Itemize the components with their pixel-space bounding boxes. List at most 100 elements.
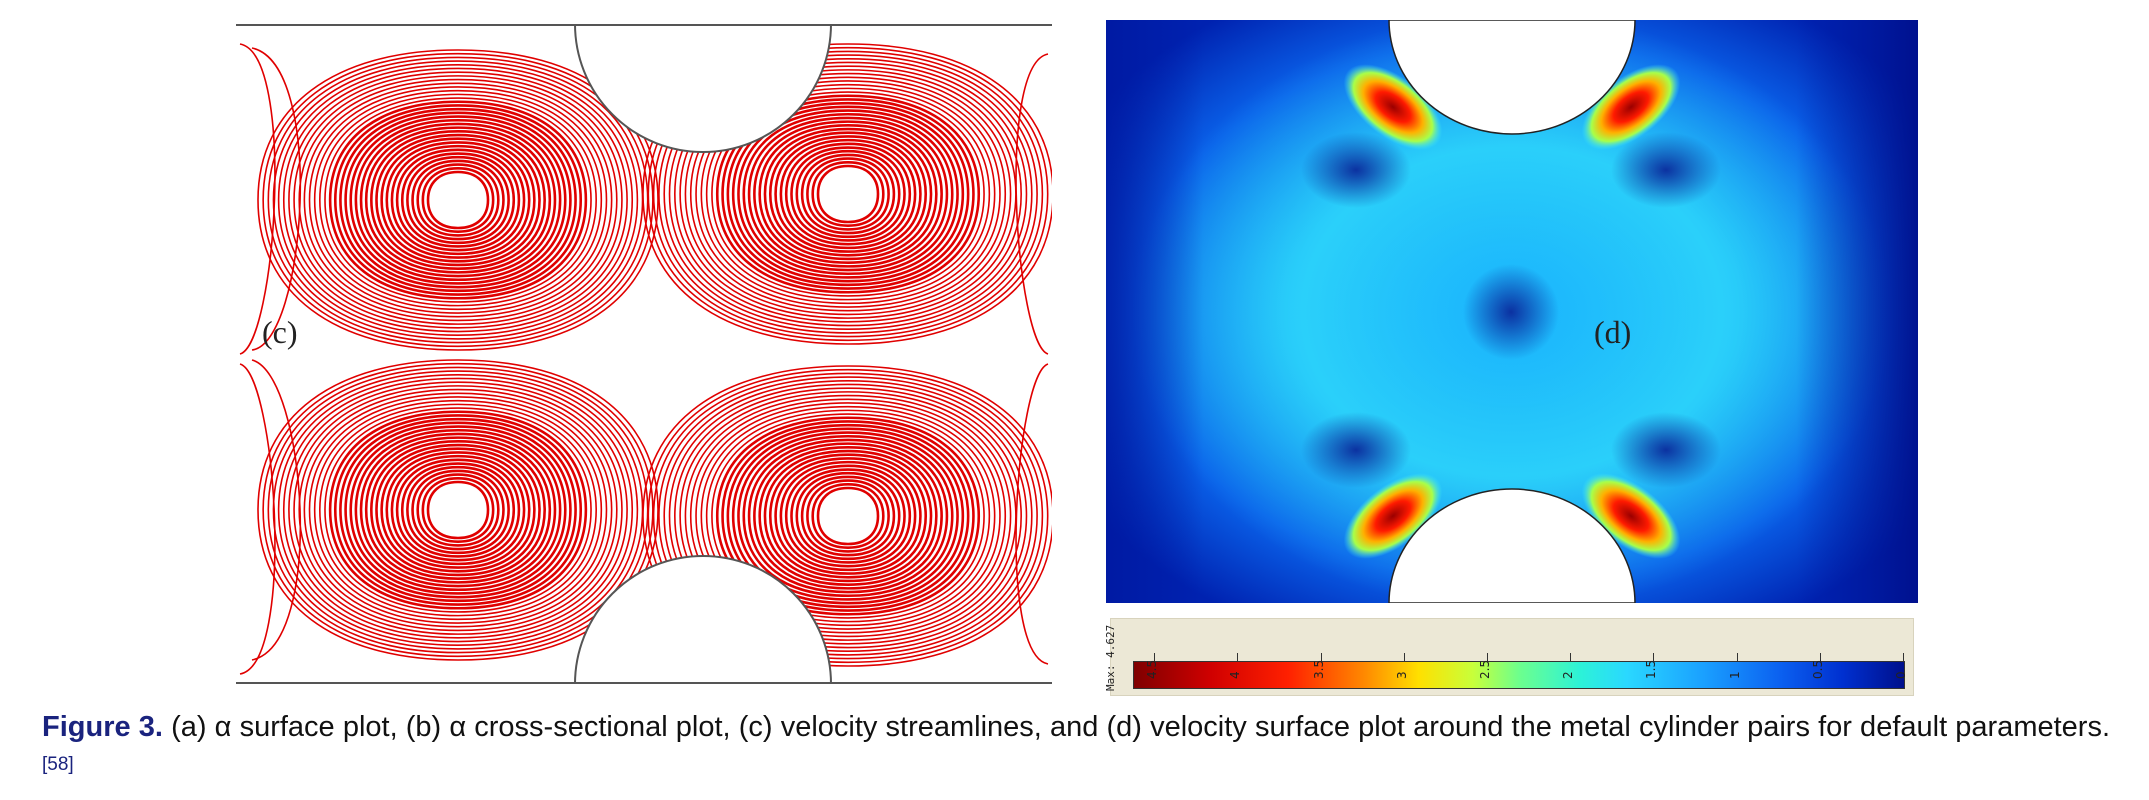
colorbar-tick-label: 0.5 [1810,659,1825,679]
streamline [779,138,917,250]
streamline [763,127,933,261]
top-cylinder [573,24,833,153]
colorbar-tick-label: 3.5 [1311,659,1326,679]
streamline [816,164,880,224]
streamline [303,392,613,628]
colorbar-tick-mark [1486,653,1488,661]
colorbar-tick-mark [1154,653,1156,661]
colorbar-tick-label: 2.5 [1477,659,1492,679]
streamline [344,421,572,599]
streamline [774,135,922,253]
streamline [364,436,552,584]
vortex-core [430,174,486,226]
streamline [277,373,639,647]
colorbar-tick-label: 4.5 [1145,659,1160,679]
streamline [784,464,912,568]
streamline [390,144,526,256]
streamline [339,107,577,293]
velocity-surface-plot [1106,20,1918,603]
colorbar-tick-mark [1736,653,1738,661]
streamline [339,417,577,603]
streamline [277,63,639,337]
streamline [319,93,597,307]
streamline [251,359,302,661]
colorbar-tick-mark [1570,653,1572,661]
colorbar-gradient [1133,661,1905,689]
streamline [308,86,608,314]
streamline [324,407,592,613]
streamline [282,67,634,333]
streamline [742,112,954,276]
streamline [303,82,613,318]
streamline [806,157,890,231]
colorbar: Max: 4.627 4.5 4 3.5 3 2.5 2 1.5 1 0.5 0 [1104,618,1914,696]
colorbar-tick-mark [1903,653,1904,661]
streamline [416,473,500,547]
top-cylinder [1388,20,1636,135]
streamline [1015,363,1049,665]
streamline [1015,53,1049,355]
streamline [375,443,541,577]
streamline [293,385,623,635]
streamline [426,170,490,230]
colorbar-tick-label: 1.5 [1644,659,1659,679]
streamline [282,377,634,643]
streamline [406,155,510,245]
streamline [359,122,557,278]
streamline [758,446,938,586]
streamline [324,97,592,303]
streamline [370,130,546,270]
streamline [298,388,618,632]
streamline [333,414,583,606]
streamline [349,425,567,595]
caption-reference[interactable]: [58] [42,754,74,775]
streamline [288,381,628,639]
streamline [385,451,531,569]
streamline-plot [236,24,1052,684]
streamline [774,457,922,575]
streamline [779,460,917,572]
vortex-core [820,490,876,542]
streamline [288,71,628,329]
streamline [308,396,608,624]
streamline [239,43,276,355]
streamline [753,120,943,268]
streamline [380,447,536,573]
colorbar-tick-mark [1653,653,1655,661]
streamline [406,465,510,555]
streamline [411,469,505,551]
streamline [747,438,949,594]
streamline [380,137,536,263]
colorbar-tick-label: 3 [1394,671,1409,679]
colorbar-tick-label: 4 [1228,671,1243,679]
streamline [421,477,495,543]
streamline [239,363,276,675]
vortex-core [820,168,876,220]
streamline [328,410,588,610]
streamline [298,78,618,322]
streamline [800,475,896,557]
streamline [416,163,500,237]
streamline [811,161,885,227]
streamline [737,109,959,279]
streamline [333,104,583,296]
streamline [806,479,890,553]
panel-label-d: (d) [1594,314,1632,350]
colorbar-tick-mark [1320,653,1322,661]
streamline [742,434,954,598]
streamline [768,131,928,257]
figure-caption: Figure 3. (a) α surface plot, (b) α cros… [42,708,2110,791]
streamline [319,403,597,617]
streamline [816,486,880,546]
colorbar-tick-label: 1 [1727,671,1742,679]
streamline [395,458,521,562]
vortex-core [430,484,486,536]
streamline [313,399,603,621]
streamline [390,454,526,566]
bottom-cylinder [1388,488,1636,603]
streamline [784,142,912,246]
streamline [257,49,659,351]
streamline [395,148,521,252]
streamline [313,89,603,311]
colorbar-tick-mark [1819,653,1821,661]
